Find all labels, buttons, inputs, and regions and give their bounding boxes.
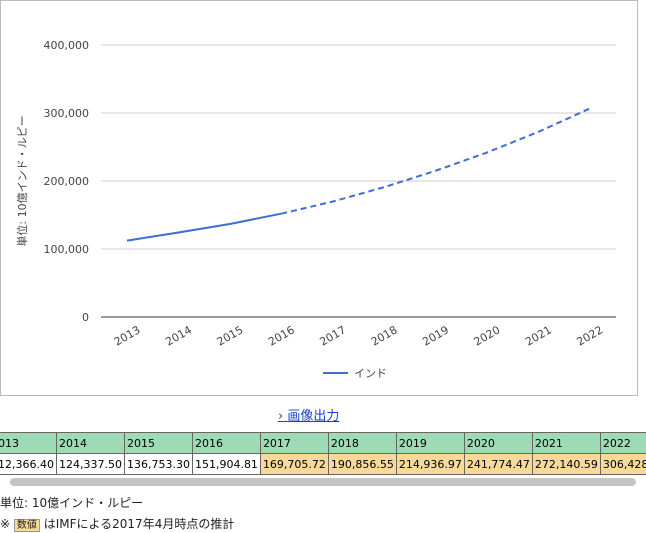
data-table: 2013201420152016201720182019202020212022… (0, 432, 646, 475)
series-line (280, 107, 591, 215)
legend-label: インド (354, 367, 387, 380)
series-line (126, 212, 282, 242)
value-cell: 136,753.30 (123, 453, 193, 475)
value-cell: 272,140.59 (531, 453, 601, 475)
estimate-note: ※ 数値 はIMFによる2017年4月時点の推計 (0, 515, 234, 532)
year-cell: 2018 (327, 432, 397, 454)
y-tick-label: 100,000 (44, 243, 90, 256)
value-cell: 241,774.47 (463, 453, 533, 475)
year-cell: 2016 (191, 432, 261, 454)
x-tick-label: 2017 (317, 323, 348, 348)
badge: 数値 (13, 519, 40, 532)
note-text: はIMFによる2017年4月時点の推計 (43, 517, 235, 531)
mark: ※ (0, 517, 11, 531)
y-tick-label: 300,000 (44, 107, 90, 120)
y-axis-label: 単位: 10億インド・ルピー (15, 115, 29, 246)
x-tick-label: 2018 (369, 323, 400, 348)
table-wrap: 2013201420152016201720182019202020212022… (0, 432, 646, 476)
year-cell: 2022 (599, 432, 646, 454)
chart: 0 100,000 200,000 300,000 400,000 単位: 10億インド・… (0, 0, 638, 396)
year-cell: 2021 (531, 432, 601, 454)
year-cell: 2020 (463, 432, 533, 454)
x-tick-label: 2022 (574, 323, 605, 348)
value-cell: 214,936.97 (395, 453, 465, 475)
value-cell: 112,366.40 (0, 453, 57, 475)
x-tick-label: 2013 (112, 323, 143, 348)
x-tick-label: 2020 (472, 323, 503, 348)
scrollbar[interactable] (10, 478, 636, 486)
x-tick-label: 2015 (215, 323, 246, 348)
year-cell: 2014 (55, 432, 125, 454)
year-cell: 2017 (259, 432, 329, 454)
x-tick-label: 2014 (163, 323, 194, 348)
year-cell: 2019 (395, 432, 465, 454)
export-link[interactable]: › 画像出力 (278, 409, 340, 424)
link-text[interactable]: 画像出力 (287, 409, 340, 424)
value-cell: 124,337.50 (55, 453, 125, 475)
value-cell: 190,856.55 (327, 453, 397, 475)
value-cell: 169,705.72 (259, 453, 329, 475)
x-tick-label: 2019 (420, 323, 451, 348)
y-tick-label: 400,000 (44, 39, 90, 52)
unit-note: 単位: 10億インド・ルピー (0, 496, 144, 510)
x-tick-label: 2021 (523, 323, 554, 348)
x-tick-label: 2016 (266, 323, 297, 348)
value-cell: 306,428.15 (599, 453, 646, 475)
value-cell: 151,904.81 (191, 453, 261, 475)
year-cell: 2013 (0, 432, 57, 454)
y-tick-label: 0 (82, 311, 89, 324)
year-cell: 2015 (123, 432, 193, 454)
y-tick-label: 200,000 (44, 175, 90, 188)
